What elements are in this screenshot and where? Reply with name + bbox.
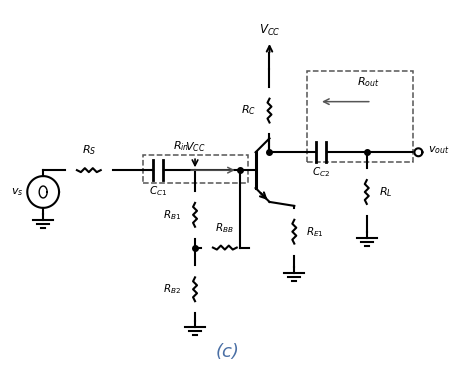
Text: $R_{E1}$: $R_{E1}$	[306, 225, 324, 239]
Text: (c): (c)	[215, 343, 239, 361]
Text: $R_{out}$: $R_{out}$	[356, 75, 379, 89]
Text: $R_{B2}$: $R_{B2}$	[163, 282, 181, 296]
Text: $R_{BB}$: $R_{BB}$	[215, 221, 234, 235]
Text: $R_S$: $R_S$	[81, 143, 96, 157]
Text: $R_{in}$: $R_{in}$	[172, 139, 189, 153]
Text: $v_s$: $v_s$	[11, 186, 23, 198]
Polygon shape	[414, 148, 421, 156]
Text: $R_C$: $R_C$	[241, 104, 256, 117]
Text: $C_{C2}$: $C_{C2}$	[311, 165, 329, 179]
Text: $C_{C1}$: $C_{C1}$	[149, 184, 167, 198]
Text: $V_{CC}$: $V_{CC}$	[184, 141, 205, 154]
Text: $R_{B1}$: $R_{B1}$	[162, 208, 181, 222]
Text: $R_L$: $R_L$	[378, 185, 391, 199]
Text: $v_{out}$: $v_{out}$	[427, 144, 449, 156]
Bar	[307, 71, 413, 162]
Bar	[143, 155, 247, 183]
Text: $V_{CC}$: $V_{CC}$	[258, 23, 280, 38]
